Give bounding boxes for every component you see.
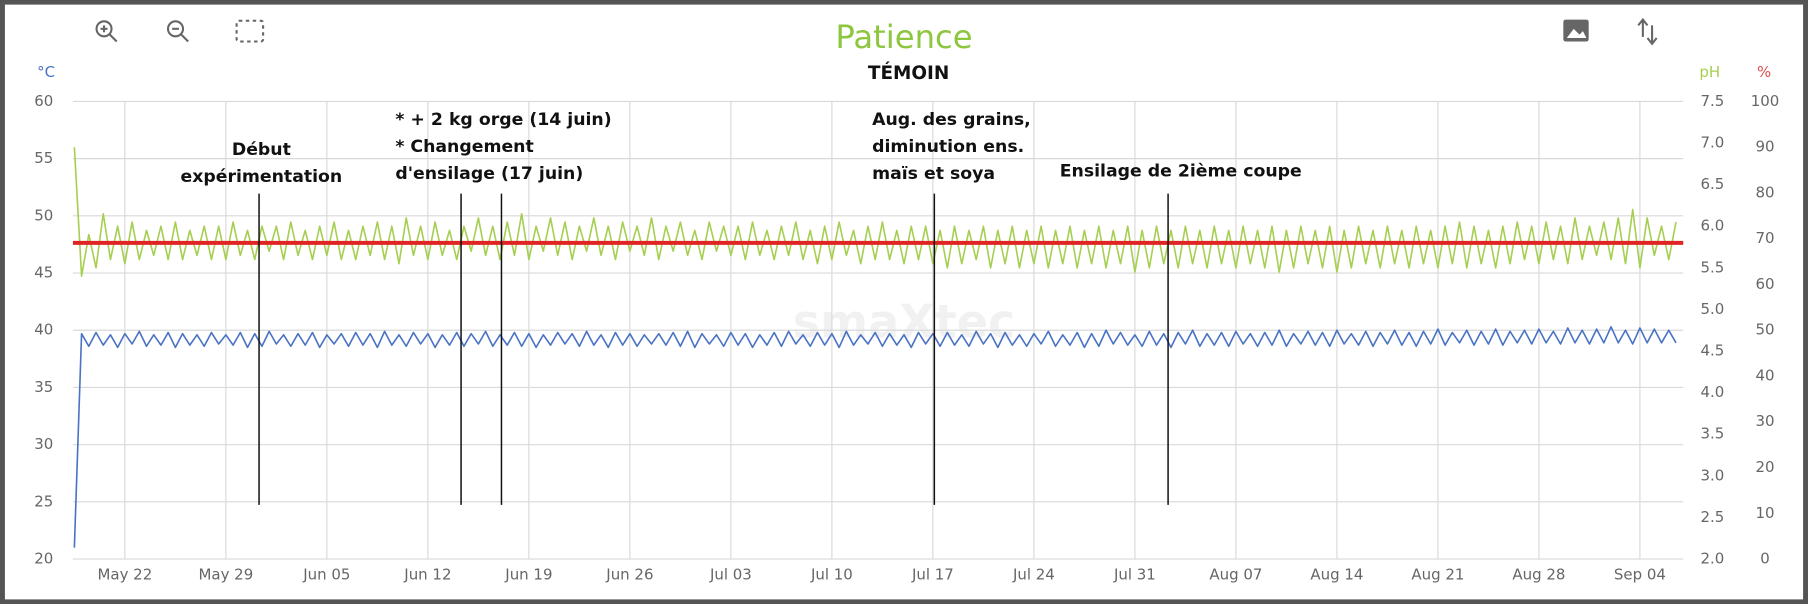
y-tick-label: 20 (34, 550, 53, 568)
y3-tick-label: 0 (1760, 550, 1770, 568)
x-tick-label: Jul 24 (1012, 566, 1055, 584)
y3-tick-label: 80 (1756, 183, 1775, 201)
y3-tick-label: 70 (1756, 229, 1775, 247)
annotation-text: * + 2 kg orge (14 juin) (395, 110, 611, 130)
x-tick-label: Aug 21 (1411, 566, 1464, 584)
y2-tick-label: 2.0 (1700, 550, 1724, 568)
y-tick-label: 55 (34, 149, 53, 167)
y2-tick-label: 2.5 (1700, 508, 1724, 526)
y2-tick-label: 4.5 (1700, 342, 1724, 360)
y3-tick-label: 10 (1756, 504, 1775, 522)
chart-subtitle: TÉMOIN (868, 62, 949, 84)
zoom-in-button[interactable] (95, 20, 118, 43)
annotation-text: d'ensilage (17 juin) (395, 164, 583, 184)
y-tick-label: 35 (34, 378, 53, 396)
x-tick-label: Jul 31 (1113, 566, 1156, 584)
y-axis-label: °C (37, 63, 55, 81)
x-tick-label: Jun 19 (504, 566, 552, 584)
y2-tick-label: 6.5 (1700, 175, 1724, 193)
y-tick-label: 40 (34, 321, 53, 339)
x-tick-label: Jun 12 (403, 566, 451, 584)
y3-tick-label: 90 (1756, 138, 1775, 156)
y3-axis-label: % (1757, 63, 1771, 81)
y2-tick-label: 5.0 (1700, 300, 1724, 318)
y2-tick-label: 6.0 (1700, 217, 1724, 235)
y3-tick-label: 100 (1751, 92, 1780, 110)
x-tick-label: Jul 10 (810, 566, 853, 584)
x-tick-label: Jul 17 (911, 566, 954, 584)
chart-title: Patience (835, 18, 972, 56)
x-tick-label: May 22 (97, 566, 152, 584)
image-export-button[interactable] (1563, 19, 1589, 42)
annotation-text: Ensilage de 2ième coupe (1060, 162, 1302, 182)
annotation-text: * Changement (395, 137, 533, 157)
y-tick-label: 50 (34, 206, 53, 224)
y2-tick-label: 7.5 (1700, 92, 1724, 110)
watermark: smaXtec (793, 295, 1016, 349)
reset-zoom-button[interactable] (235, 19, 265, 43)
y2-tick-label: 3.0 (1700, 466, 1724, 484)
y2-tick-label: 5.5 (1700, 258, 1724, 276)
annotation-text: Aug. des grains, (872, 110, 1031, 130)
annotation-text: maïs et soya (872, 164, 995, 184)
x-tick-label: May 29 (198, 566, 253, 584)
swap-axes-button[interactable] (1637, 17, 1658, 46)
y3-tick-label: 40 (1756, 367, 1775, 385)
series-line (73, 325, 1677, 548)
x-tick-label: Aug 07 (1209, 566, 1262, 584)
y-tick-label: 25 (34, 492, 53, 510)
x-tick-label: Jul 03 (709, 566, 752, 584)
y2-tick-label: 7.0 (1700, 134, 1724, 152)
toolbar (95, 17, 1658, 46)
y3-tick-label: 60 (1756, 275, 1775, 293)
x-tick-label: Jun 26 (605, 566, 653, 584)
y2-tick-label: 4.0 (1700, 383, 1724, 401)
y-tick-label: 30 (34, 435, 53, 453)
x-tick-label: Sep 04 (1614, 566, 1666, 584)
y2-axis-label: pH (1699, 63, 1720, 81)
x-tick-label: Jun 05 (302, 566, 350, 584)
y3-tick-label: 30 (1756, 412, 1775, 430)
series-line (73, 147, 1677, 277)
x-tick-label: Aug 14 (1310, 566, 1363, 584)
y3-tick-label: 50 (1756, 321, 1775, 339)
annotation-text: expérimentation (181, 167, 343, 187)
y3-tick-label: 20 (1756, 458, 1775, 476)
x-tick-label: Aug 28 (1512, 566, 1565, 584)
zoom-out-button[interactable] (166, 20, 189, 43)
y-tick-label: 45 (34, 264, 53, 282)
annotation-text: diminution ens. (872, 137, 1024, 157)
y2-tick-label: 3.5 (1700, 425, 1724, 443)
y-tick-label: 60 (34, 92, 53, 110)
annotation-text: Début (232, 140, 291, 160)
